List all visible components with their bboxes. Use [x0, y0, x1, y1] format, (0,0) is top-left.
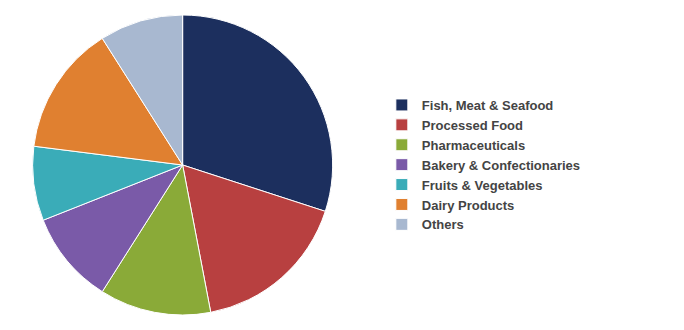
svg-text:Processed Food: Processed Food	[422, 118, 523, 133]
svg-text:Others: Others	[422, 217, 464, 232]
svg-text:Fish, Meat & Seafood: Fish, Meat & Seafood	[422, 98, 554, 113]
svg-text:Bakery & Confectionaries: Bakery & Confectionaries	[422, 158, 580, 173]
svg-text:Pharmaceuticals: Pharmaceuticals	[422, 138, 525, 153]
svg-text:Fruits & Vegetables: Fruits & Vegetables	[422, 178, 543, 193]
svg-text:Dairy Products: Dairy Products	[422, 198, 514, 213]
